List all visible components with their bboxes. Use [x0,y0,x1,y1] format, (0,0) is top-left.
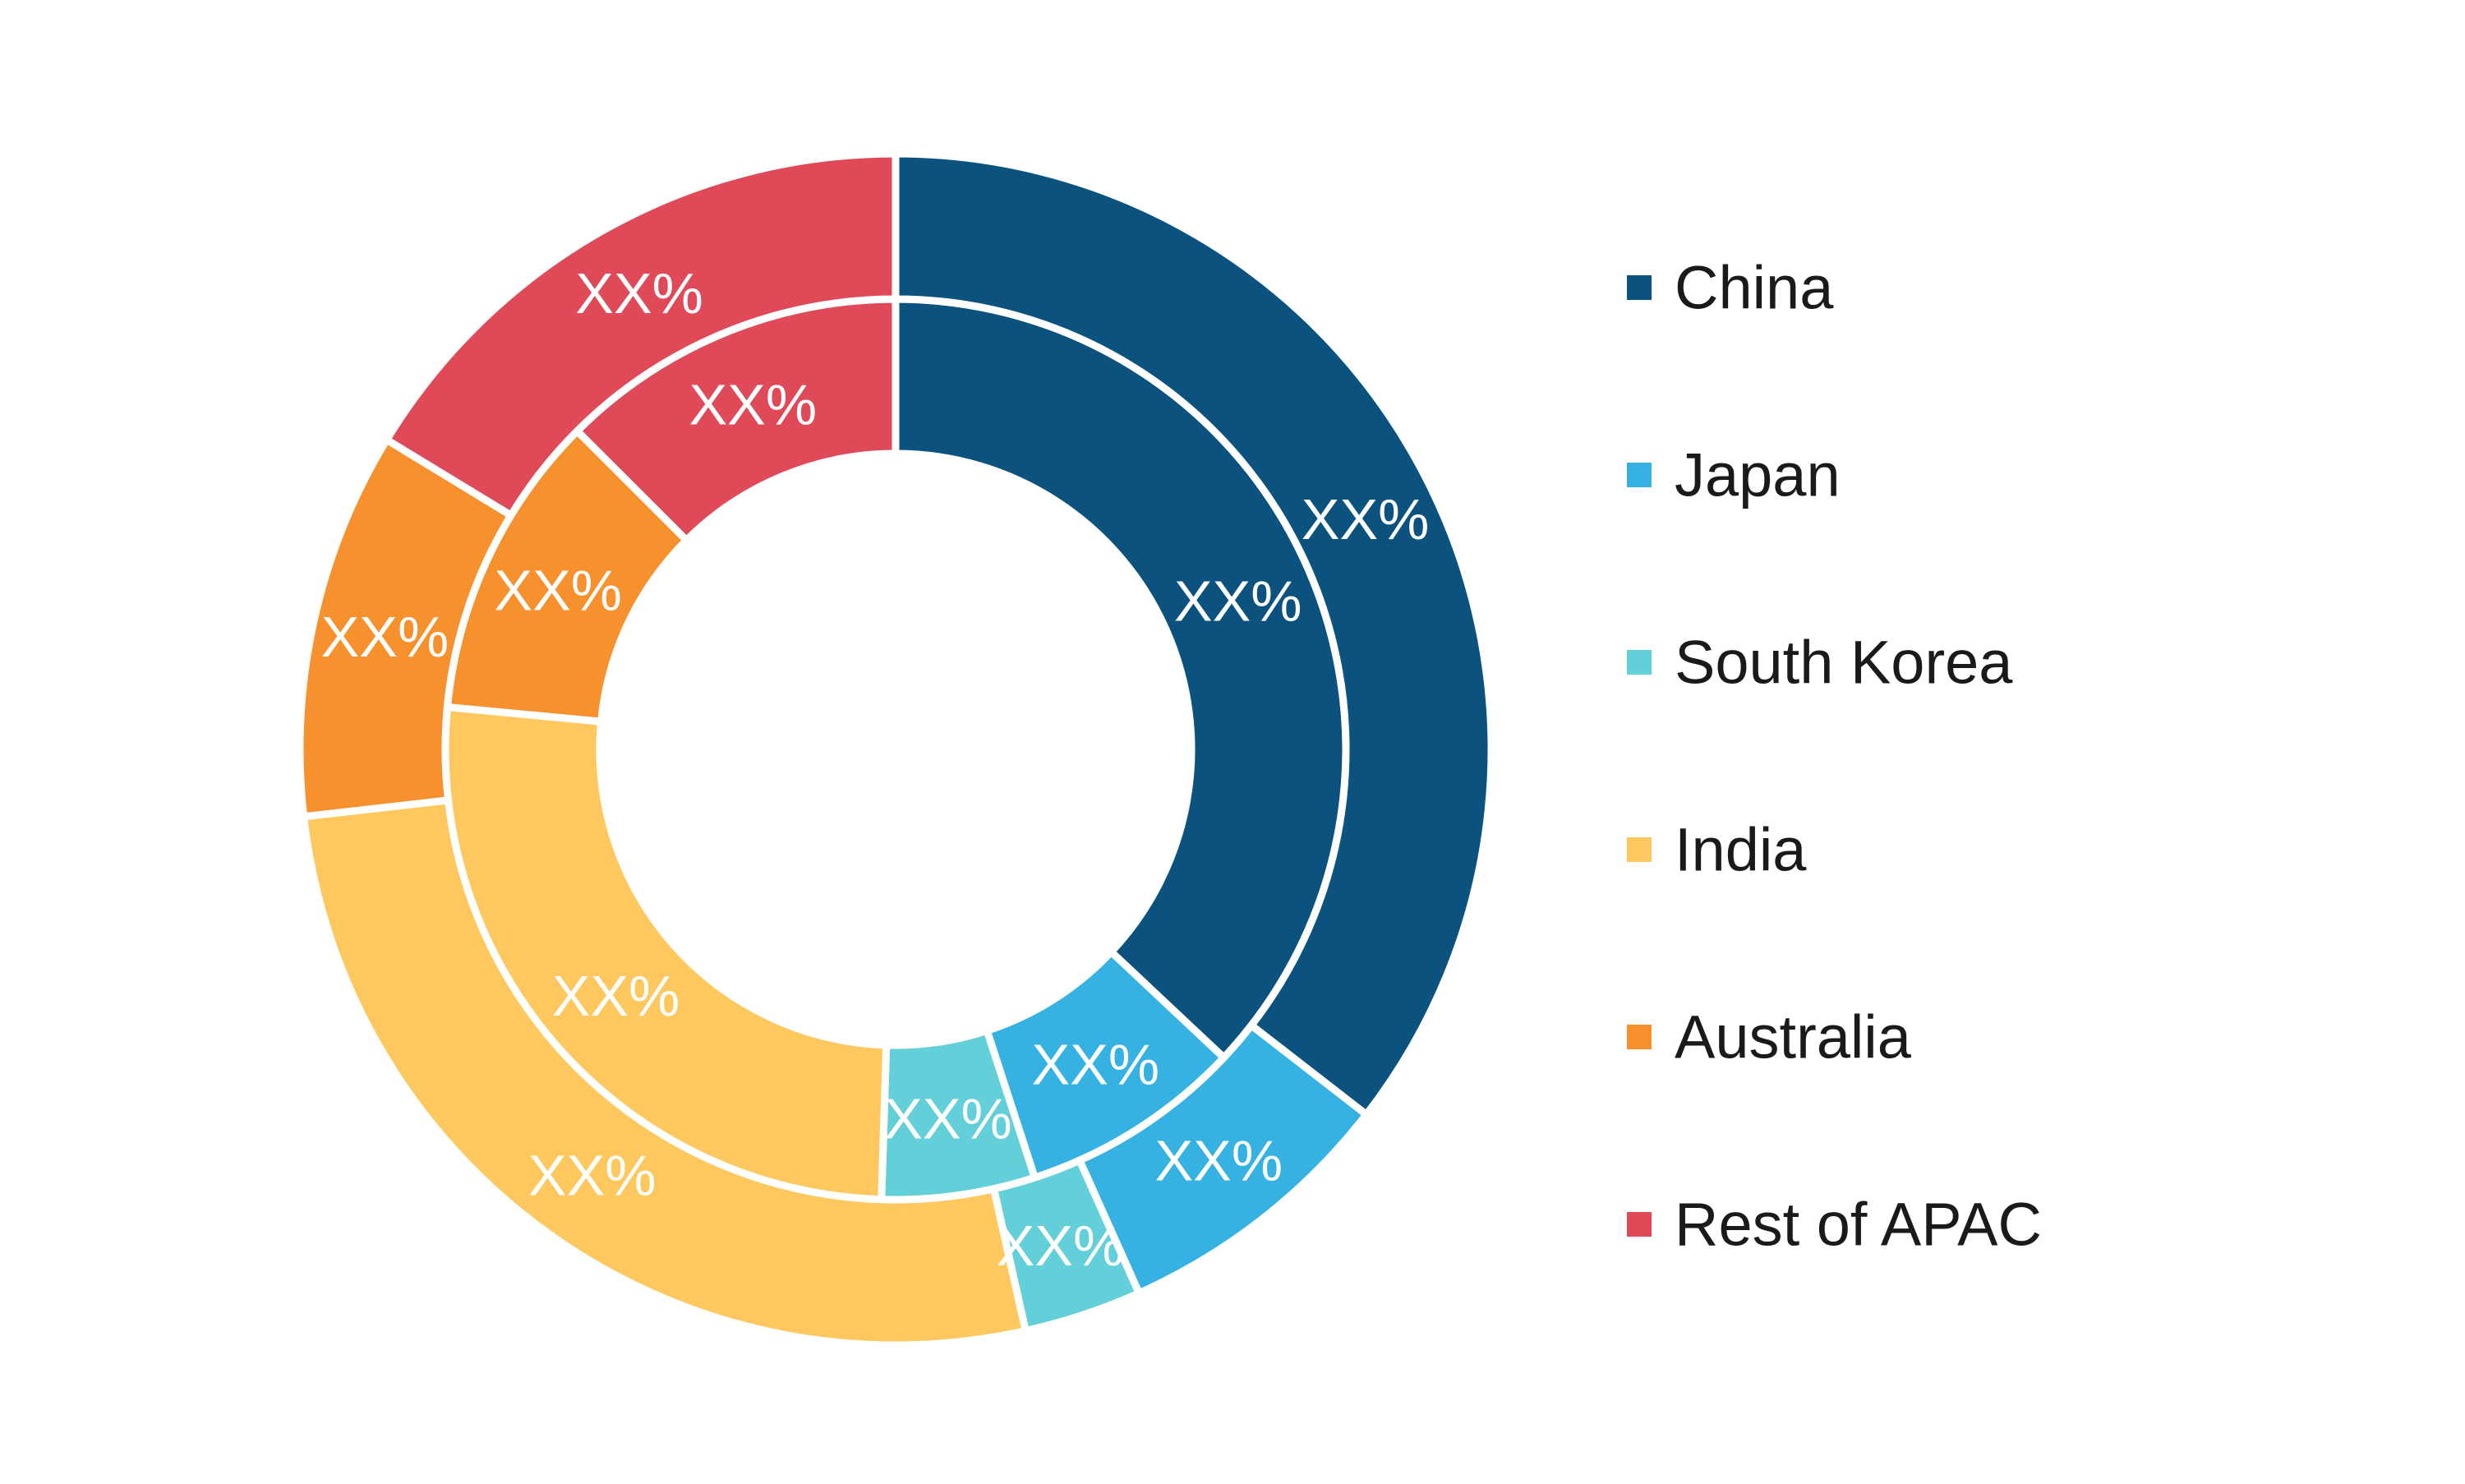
legend-swatch-australia [1627,1025,1652,1049]
legend-label-india: India [1675,816,1807,884]
outer-label-south-korea: XX% [997,1214,1125,1278]
legend-swatch-japan [1627,463,1652,487]
inner-label-japan: XX% [1031,1032,1159,1096]
legend-swatch-india [1627,837,1652,862]
legend-swatch-china [1627,275,1652,300]
inner-label-rest-of-apac: XX% [689,373,817,437]
outer-slice-rest-of-apac [381,150,900,521]
legend-item-india: India [1627,816,1807,884]
outer-slice-china [892,150,1495,1120]
legend-item-australia: Australia [1627,1003,1912,1072]
outer-slice-india [299,795,1030,1349]
outer-label-japan: XX% [1154,1128,1283,1192]
inner-label-south-korea: XX% [884,1086,1012,1150]
slice-labels: XX%XX%XX%XX%XX%XX%XX%XX%XX%XX%XX%XX% [321,261,1430,1278]
legend-item-japan: Japan [1627,441,1841,509]
outer-label-india: XX% [528,1143,657,1207]
outer-label-china: XX% [1302,487,1430,551]
legend-label-china: China [1675,254,1834,322]
legend-swatch-rest-of-apac [1627,1212,1652,1237]
inner-label-australia: XX% [494,559,622,623]
legend-swatch-south-korea [1627,650,1652,675]
legend-label-south-korea: South Korea [1675,629,2013,697]
legend-item-rest-of-apac: Rest of APAC [1627,1191,2042,1259]
inner-label-india: XX% [552,964,680,1028]
legend-item-south-korea: South Korea [1627,629,2013,697]
legend: China Japan South Korea India Australia Rest … [1627,254,2042,1259]
legend-label-rest-of-apac: Rest of APAC [1675,1191,2042,1259]
donut-rings [296,150,1495,1349]
outer-label-australia: XX% [321,605,449,669]
legend-label-australia: Australia [1675,1003,1912,1072]
legend-item-china: China [1627,254,1834,322]
inner-label-china: XX% [1174,569,1302,634]
legend-label-japan: Japan [1675,441,1841,509]
outer-label-rest-of-apac: XX% [575,261,703,325]
